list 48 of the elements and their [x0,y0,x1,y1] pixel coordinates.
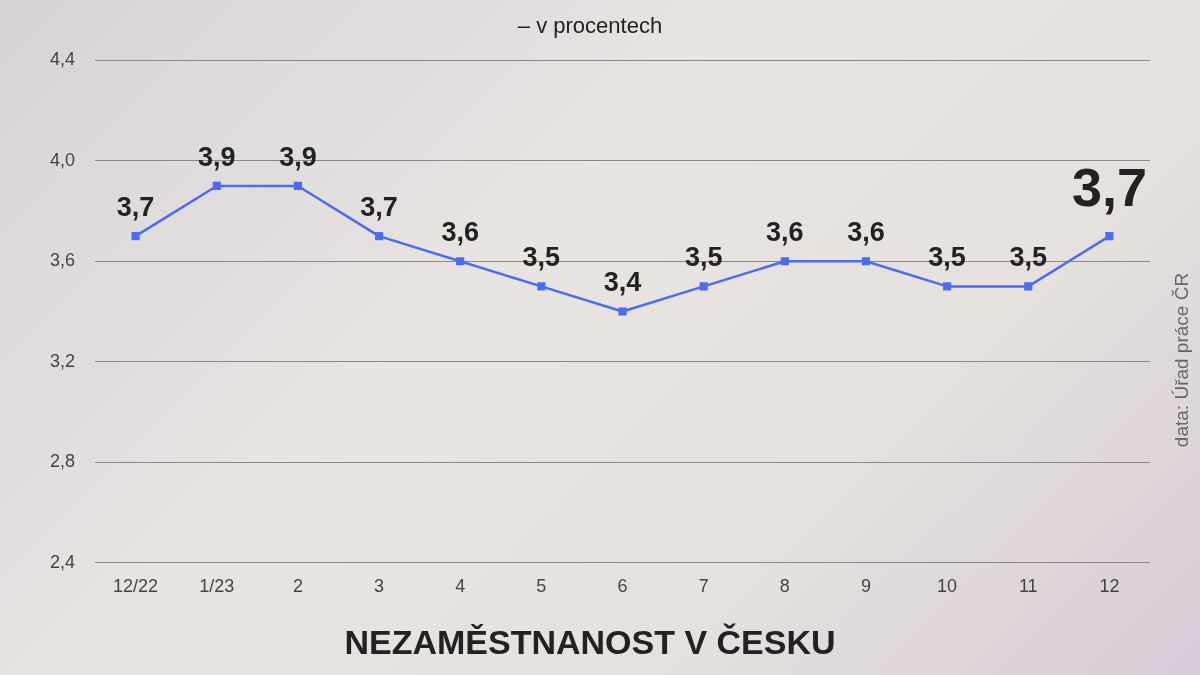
y-tick-label: 2,8 [49,451,76,472]
x-tick-label: 8 [779,576,790,597]
y-tick-label: 2,4 [49,551,76,572]
data-label: 3,9 [197,141,236,172]
data-label: 3,6 [847,217,885,248]
x-tick-label: 2 [292,576,303,597]
y-tick-label: 3,6 [49,250,76,271]
point [861,257,871,266]
point [131,232,140,241]
point [293,181,302,191]
point [943,282,952,291]
data-label: 3,9 [279,141,317,172]
data-label: 3,6 [441,217,479,248]
point [537,282,546,291]
x-tick-label: 12 [1099,576,1120,597]
data-label: 3,5 [684,242,723,273]
point [1105,232,1114,241]
point [374,232,384,241]
chart-subtitle: – v procentech [517,13,663,39]
point [1024,282,1033,291]
x-tick-label: 10 [937,576,958,597]
y-tick-label: 4,0 [49,149,76,170]
data-label: 3,7 [1071,157,1147,218]
data-label: 3,5 [1009,242,1048,273]
x-tick-label: 5 [536,576,547,597]
y-tick-label: 4,4 [49,49,76,70]
data-label: 3,7 [360,192,398,223]
x-tick-label: 3 [374,576,385,597]
data-label: 3,5 [928,242,966,273]
data-label: 3,7 [116,192,155,223]
point [699,282,708,291]
x-tick-label: 1/23 [199,576,235,597]
text: NEZAMĚSTNANOST V ČESKU [344,622,836,661]
point [780,257,789,266]
x-tick-label: 12/22 [113,576,159,597]
data-label: 3,5 [522,242,561,273]
x-tick-label: 7 [698,576,709,597]
x-tick-label: 4 [455,576,466,597]
x-tick-label: 9 [860,576,871,597]
y-tick-label: 3,2 [49,350,76,371]
x-tick-label: 11 [1018,576,1038,597]
point [212,181,221,191]
text: data: Úřad práce ČR [1170,272,1192,448]
point [456,257,465,266]
data-label: 3,6 [766,217,804,248]
data-label: 3,4 [603,267,642,298]
point [618,307,627,316]
x-tick-label: 6 [617,576,628,597]
